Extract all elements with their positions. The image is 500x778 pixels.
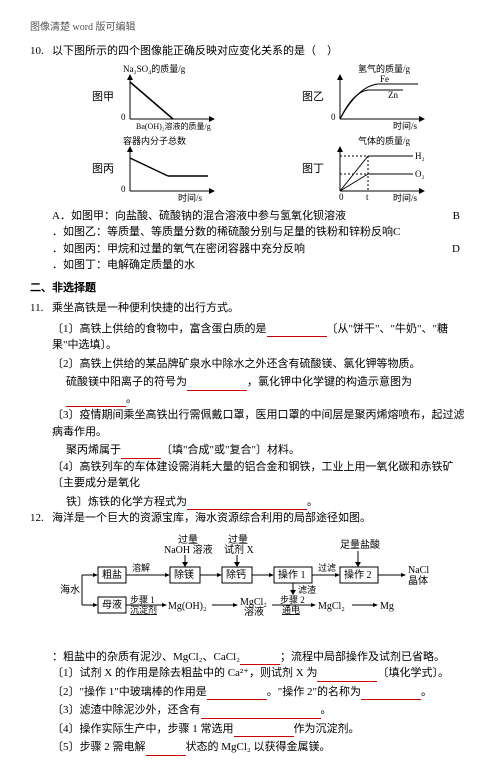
flow-diagram: 过量 NaOH 溶液 过量 试剂 X 足量盐酸 海水 粗盐 溶解 除镁 除钙 操… xyxy=(60,533,470,643)
svg-text:Mg: Mg xyxy=(380,601,394,612)
svg-text:气体的质量/g: 气体的质量/g xyxy=(358,136,411,146)
chart2-tag: 图乙 xyxy=(302,89,324,106)
page-header: 图像清楚 word 版可编辑 xyxy=(30,20,470,35)
svg-text:母液: 母液 xyxy=(102,598,122,611)
blank xyxy=(146,743,186,756)
svg-text:溶解: 溶解 xyxy=(132,562,150,573)
blank xyxy=(361,687,421,700)
q10-option-a: A．如图甲：向盐酸、硫酸钠的混合溶液中参与氢氧化钡溶液 B xyxy=(52,208,470,225)
svg-text:t: t xyxy=(366,192,369,202)
svg-text:除镁: 除镁 xyxy=(174,568,194,581)
svg-text:时间/s: 时间/s xyxy=(393,192,418,203)
svg-text:海水: 海水 xyxy=(60,583,80,596)
svg-text:O₂: O₂ xyxy=(415,169,425,179)
svg-text:步骤 1: 步骤 1 xyxy=(130,595,155,605)
section-2-title: 二、非选择题 xyxy=(30,280,470,297)
blank xyxy=(267,324,327,337)
svg-text:NaOH 溶液: NaOH 溶液 xyxy=(164,543,213,556)
q10-text: 以下图所示的四个图像能正确反映对应变化关系的是（ ） xyxy=(52,43,470,60)
q11-sub3: 〔3〕疫情期间乘坐高铁出行需佩戴口罩，医用口罩的中间层是聚丙烯熔喷布，起过滤病毒… xyxy=(52,407,470,440)
chart4-tag: 图丁 xyxy=(302,161,324,178)
blank xyxy=(187,497,307,510)
blank xyxy=(201,706,321,719)
svg-text:沉淀剂: 沉淀剂 xyxy=(130,604,157,615)
chart1-svg: Na₂SO₄的质量/g 0 Ba(OH)₂溶液的质量/g xyxy=(118,64,218,132)
chart1-tag: 图甲 xyxy=(92,89,114,106)
svg-text:试剂 X: 试剂 X xyxy=(224,543,254,556)
blank xyxy=(207,687,267,700)
svg-text:晶体: 晶体 xyxy=(408,575,428,587)
blank xyxy=(240,652,280,665)
q12-sub5: 〔5〕步骤 2 需电解状态的 MgCl₂ 以获得金属镁。 xyxy=(52,739,470,756)
q10-option-c: ．如图丙：甲烷和过量的氧气在密闭容器中充分反响 D xyxy=(52,241,470,258)
svg-text:操作 1: 操作 1 xyxy=(278,568,306,581)
q10-option-d: ．如图丁：电解确定质量的水 xyxy=(52,257,470,274)
svg-text:容器内分子总数: 容器内分子总数 xyxy=(123,136,186,146)
svg-text:时间/s: 时间/s xyxy=(393,120,418,131)
q11-sub2: 〔2〕高铁上供给的某品牌矿泉水中除水之外还含有硫酸镁、氯化钾等物质。 xyxy=(52,356,470,373)
q12-text: 海洋是一个巨大的资源宝库，海水资源综合利用的局部途径如图。 xyxy=(52,510,470,527)
svg-text:0: 0 xyxy=(121,112,126,122)
svg-text:氢气的质量/g: 氢气的质量/g xyxy=(358,64,411,74)
svg-text:0: 0 xyxy=(121,184,126,194)
blank xyxy=(317,669,377,682)
chart4-svg: 气体的质量/g H₂ O₂ 0 t 时间/s xyxy=(328,136,428,204)
q11-sub2b: 硫酸镁中阳离子的符号为，氯化钾中化学键的构造示意图为。 xyxy=(66,374,470,407)
q12-sub2: 〔2〕"操作 1"中玻璃棒的作用是。"操作 2"的名称为。 xyxy=(52,684,470,701)
chart-4: 图丁 气体的质量/g H₂ O₂ 0 t 时间/s xyxy=(302,136,428,204)
blank xyxy=(66,394,126,407)
svg-text:Fe: Fe xyxy=(380,74,389,84)
svg-text:过滤: 过滤 xyxy=(318,562,336,573)
question-10: 10. 以下图所示的四个图像能正确反映对应变化关系的是（ ） xyxy=(30,43,470,60)
chart-2: 图乙 氢气的质量/g Fe Zn 0 时间/s xyxy=(302,64,428,132)
svg-text:Ba(OH)₂溶液的质量/g: Ba(OH)₂溶液的质量/g xyxy=(136,121,211,131)
svg-text:操作 2: 操作 2 xyxy=(344,568,372,581)
svg-text:步骤 2: 步骤 2 xyxy=(280,595,305,605)
q12-sub4: 〔4〕操作实际生产中，步骤 1 常选用作为沉淀剂。 xyxy=(52,721,470,738)
chart-1: 图甲 Na₂SO₄的质量/g 0 Ba(OH)₂溶液的质量/g xyxy=(92,64,218,132)
svg-text:足量盐酸: 足量盐酸 xyxy=(340,538,380,551)
charts-row-2: 图丙 容器内分子总数 0 时间/s 图丁 气体的质量/g xyxy=(50,136,470,204)
svg-text:Zn: Zn xyxy=(388,90,398,100)
question-12: 12. 海洋是一个巨大的资源宝库，海水资源综合利用的局部途径如图。 xyxy=(30,510,470,527)
blank xyxy=(187,378,247,391)
blank xyxy=(121,446,161,459)
q11-number: 11. xyxy=(30,300,52,317)
svg-text:时间/s: 时间/s xyxy=(178,192,203,203)
chart3-tag: 图丙 xyxy=(92,161,114,178)
blank xyxy=(234,724,294,737)
chart-3: 图丙 容器内分子总数 0 时间/s xyxy=(92,136,218,204)
q11-sub1: 〔1〕高铁上供给的食物中，富含蛋白质的是〔从"饼干"、"牛奶"、"糖果"中选填〕… xyxy=(52,321,470,354)
svg-text:通电: 通电 xyxy=(282,604,300,615)
svg-text:除钙: 除钙 xyxy=(226,568,246,581)
svg-text:0: 0 xyxy=(339,192,344,202)
svg-text:Mg(OH)₂: Mg(OH)₂ xyxy=(168,601,206,612)
svg-text:滤渣: 滤渣 xyxy=(298,584,316,595)
q10-option-b: ．如图乙：等质量、等质量分数的稀硫酸分别与足量的铁粉和锌粉反响C xyxy=(52,224,470,241)
question-11: 11. 乘坐高铁是一种便利快捷的出行方式。 xyxy=(30,300,470,317)
chart2-svg: 氢气的质量/g Fe Zn 0 时间/s xyxy=(328,64,428,132)
q11-sub4: 〔4〕高铁列车的车体建设需消耗大量的铝合金和钢铁，工业上用一氧化碳和赤铁矿〔主要… xyxy=(52,459,470,492)
chart3-svg: 容器内分子总数 0 时间/s xyxy=(118,136,218,204)
q10-number: 10. xyxy=(30,43,52,60)
q11-sub3b: 聚丙烯属于〔填"合成"或"复合"〕材料。 xyxy=(66,442,470,459)
flow-svg: 过量 NaOH 溶液 过量 试剂 X 足量盐酸 海水 粗盐 溶解 除镁 除钙 操… xyxy=(60,533,450,643)
svg-text:Na₂SO₄的质量/g: Na₂SO₄的质量/g xyxy=(123,64,186,74)
charts-row-1: 图甲 Na₂SO₄的质量/g 0 Ba(OH)₂溶液的质量/g 图乙 氢气的质量… xyxy=(50,64,470,132)
q12-number: 12. xyxy=(30,510,52,527)
q11-sub4b: 铁〕炼铁的化学方程式为。 xyxy=(66,494,470,511)
svg-text:0: 0 xyxy=(331,112,336,122)
q12-sub1: 〔1〕试剂 X 的作用是除去粗盐中的 Ca²⁺，则试剂 X 为〔填化学式〕。 xyxy=(52,665,470,682)
svg-text:溶液: 溶液 xyxy=(244,605,264,618)
svg-text:MgCl₂: MgCl₂ xyxy=(318,601,345,612)
svg-text:粗盐: 粗盐 xyxy=(102,568,122,581)
q11-text: 乘坐高铁是一种便利快捷的出行方式。 xyxy=(52,300,470,317)
q12-note: ：粗盐中的杂质有泥沙、MgCl₂、CaCl₂；流程中局部操作及试剂已省略。 xyxy=(52,649,470,666)
svg-text:NaCl: NaCl xyxy=(408,565,429,576)
svg-text:H₂: H₂ xyxy=(415,151,425,161)
q12-sub3: 〔3〕滤渣中除泥沙外，还含有。 xyxy=(52,702,470,719)
